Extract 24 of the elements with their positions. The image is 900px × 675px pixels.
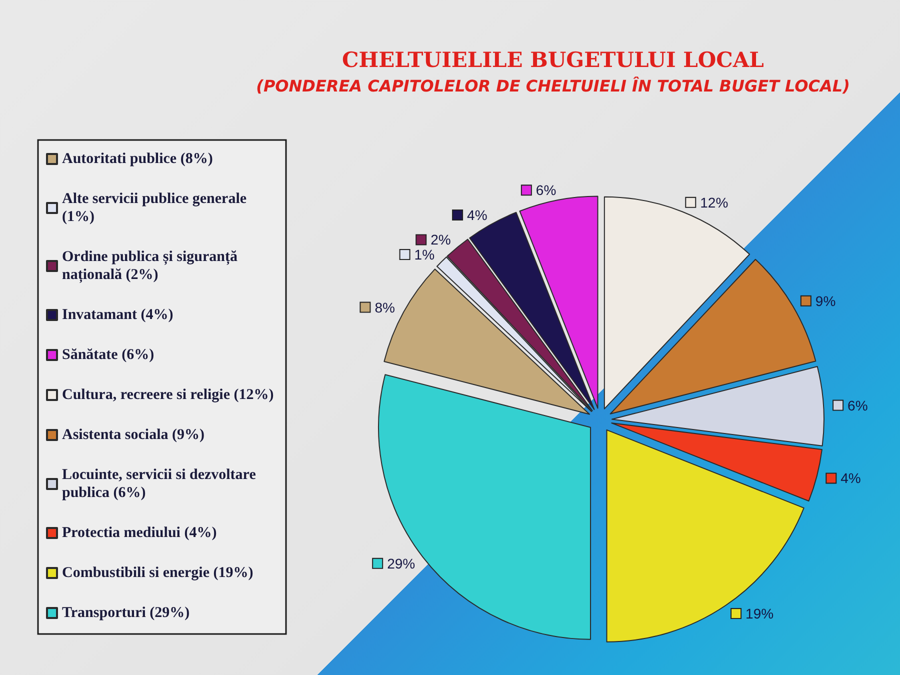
legend-label: Invatamant (4%) bbox=[62, 307, 174, 323]
legend-label: Ordine publica și siguranță națională (2%) bbox=[62, 249, 242, 283]
legend-label: Autoritati publice (8%) bbox=[62, 151, 213, 167]
data-label: 29% bbox=[387, 555, 416, 572]
data-label: 19% bbox=[746, 606, 774, 622]
data-label: 9% bbox=[815, 292, 836, 309]
data-label: 2% bbox=[430, 232, 451, 248]
legend-label: Locuinte, servicii si dezvoltare publica (6%) bbox=[62, 467, 260, 501]
legend-label: Alte servicii publice generale (1%) bbox=[62, 191, 250, 225]
data-label: 6% bbox=[848, 397, 868, 414]
data-label: 4% bbox=[467, 206, 488, 223]
data-label: 4% bbox=[840, 470, 861, 486]
legend-label: Cultura, recreere si religie (12%) bbox=[62, 387, 274, 403]
chart-subtitle: (PONDEREA CAPITOLELOR DE CHELTUIELI ÎN TOTAL BUGET LOCAL) bbox=[256, 76, 850, 96]
legend-label: Combustibili si energie (19%) bbox=[62, 565, 254, 581]
legend-label: Protectia mediului (4%) bbox=[62, 525, 217, 541]
data-label: 12% bbox=[700, 194, 728, 210]
chart-title: CHELTUIELILE BUGETULUI LOCAL bbox=[342, 47, 764, 72]
legend-label: Transporturi (29%) bbox=[62, 605, 190, 621]
data-label: 8% bbox=[374, 299, 395, 316]
legend-label: Asistenta sociala (9%) bbox=[62, 427, 204, 443]
data-label: 1% bbox=[414, 246, 435, 263]
legend-label: Sănătate (6%) bbox=[62, 347, 154, 363]
data-label: 6% bbox=[536, 182, 556, 198]
